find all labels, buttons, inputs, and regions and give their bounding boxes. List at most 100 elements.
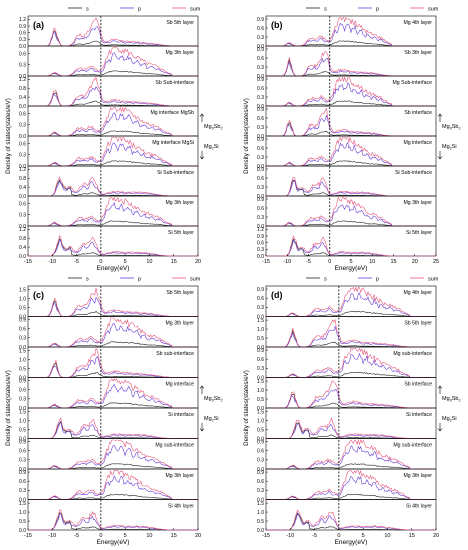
legend-label-p: p [138, 277, 141, 283]
y-tick-label: 0.9 [257, 17, 264, 23]
y-tick-label: 0.6 [19, 388, 26, 394]
subplot-label: Si interface [168, 412, 194, 418]
x-tick-label: 10 [369, 259, 375, 265]
legend-label-s: s [86, 7, 89, 13]
y-tick-label: 0.5 [19, 305, 26, 311]
y-tick-label: 1.5 [19, 501, 26, 507]
y-tick-label: 0.9 [257, 439, 264, 445]
dos-p-curve [266, 445, 436, 470]
y-tick-label: 0.5 [19, 427, 26, 433]
subplot-label: Sb sub-interface [156, 351, 194, 357]
dos-p-curve [266, 475, 436, 500]
y-tick-label: 0.3 [257, 366, 264, 372]
y-tick-label: 0.5 [19, 519, 26, 525]
y-tick-label: 0.0 [257, 375, 264, 381]
y-tick-label: 0.9 [19, 439, 26, 445]
dos-sum-curve [266, 509, 436, 531]
y-tick-label: 1.2 [19, 77, 26, 83]
y-tick-label: 0.3 [19, 37, 26, 43]
x-tick-label: 10 [146, 533, 152, 539]
panel-label: (d) [271, 290, 283, 300]
legend-label-s: s [86, 277, 89, 283]
subplot-label: Sb interface [404, 382, 432, 388]
dos-s-curve [28, 300, 198, 317]
x-tick-label: 20 [195, 259, 201, 265]
subplot-label: Mg 3th layer [403, 473, 432, 479]
subplot-label: Mg 3th layer [165, 473, 194, 479]
dos-p-curve [28, 201, 198, 227]
dos-p-curve [266, 292, 436, 317]
x-axis-label: Energy(eV) [97, 265, 130, 272]
y-tick-label: 0.3 [19, 397, 26, 403]
y-tick-label: 0.0 [257, 406, 264, 412]
subplot-label: Mg 3th layer [165, 321, 194, 327]
y-tick-label: 0.4 [19, 245, 26, 251]
y-tick-label: 0.0 [19, 44, 26, 50]
y-tick-label: 1.0 [19, 357, 26, 363]
y-tick-label: 0.3 [19, 153, 26, 159]
dos-p-curve [28, 112, 198, 137]
x-tick-label: -10 [48, 259, 56, 265]
subplot-label: Si Sub-interface [157, 170, 194, 176]
y-tick-label: 0.0 [19, 104, 26, 110]
y-tick-label: 0.3 [19, 63, 26, 69]
y-tick-label: 0.0 [19, 314, 26, 320]
y-tick-label: 0.6 [257, 86, 264, 92]
y-tick-label: 0.0 [19, 194, 26, 200]
x-tick-label: -15 [262, 259, 270, 265]
y-tick-label: 0.0 [19, 467, 26, 473]
dos-p-curve [28, 86, 198, 107]
subplot-frame [27, 499, 199, 531]
x-tick-label: 15 [171, 533, 177, 539]
interface-annotation: Mg2Si [442, 144, 457, 151]
x-tick-label: 25 [433, 259, 439, 265]
y-tick-label: 0.8 [19, 176, 26, 182]
dos-p-curve [266, 326, 436, 348]
y-tick-label: 0.3 [19, 458, 26, 464]
y-tick-label: 0.0 [257, 194, 264, 200]
y-tick-label: 0.6 [257, 26, 264, 32]
x-tick-label: 5 [124, 533, 127, 539]
subplot-label: Mg sub-interface [393, 351, 432, 357]
x-tick-label: -5 [306, 259, 311, 265]
dos-s-curve [266, 493, 436, 500]
y-tick-label: 0.6 [257, 357, 264, 363]
y-tick-label: 1.5 [257, 409, 264, 415]
y-tick-label: 0.9 [257, 348, 264, 354]
interface-annotation: Mg2Si [204, 416, 219, 423]
subplot-label: Si Sub-interface [395, 170, 432, 176]
x-tick-label: -10 [48, 533, 56, 539]
y-tick-label: 0.6 [19, 51, 26, 57]
dos-sum-curve [266, 438, 436, 470]
x-tick-label: 0 [99, 259, 102, 265]
y-tick-label: 0.3 [19, 213, 26, 219]
x-tick-label: 0 [328, 259, 331, 265]
dos-sum-curve [28, 106, 198, 137]
y-tick-label: 1.0 [19, 418, 26, 424]
legend-label-sum: sum [190, 7, 201, 13]
x-tick-label: 5 [124, 259, 127, 265]
y-tick-label: 0.0 [257, 104, 264, 110]
annotation-arrow-head [199, 428, 205, 432]
y-tick-label: 0.6 [257, 56, 264, 62]
y-tick-label: 1.0 [257, 510, 264, 516]
dos-p-curve [28, 355, 198, 378]
panel-label: (b) [271, 20, 283, 30]
y-tick-label: 0.3 [257, 155, 264, 161]
y-tick-label: 0.9 [19, 317, 26, 323]
y-tick-label: 0.9 [19, 470, 26, 476]
y-tick-label: 0.0 [257, 467, 264, 473]
y-tick-label: 0.3 [19, 488, 26, 494]
dos-p-curve [266, 239, 436, 257]
y-axis-label: Density of states(states/eV) [243, 370, 250, 446]
y-tick-label: 0.5 [257, 397, 264, 403]
dos-s-curve [28, 402, 198, 409]
subplot-label: Sb 5th layer [166, 290, 194, 296]
subplot-label: Sb 3th layer [404, 50, 432, 56]
y-tick-label: 0.0 [257, 164, 264, 170]
y-axis-label: Density of states(states/eV) [5, 98, 12, 174]
subplot-label: Mg 4th layer [403, 290, 432, 296]
